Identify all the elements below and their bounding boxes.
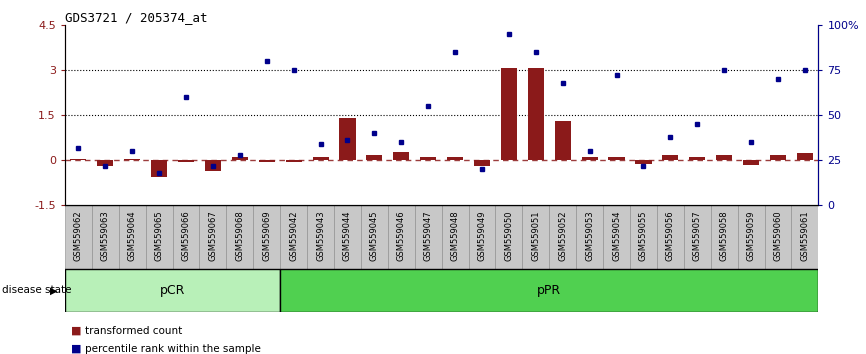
- Bar: [178, 160, 194, 162]
- Bar: [393, 152, 410, 160]
- Bar: [501, 68, 517, 160]
- Text: GSM559048: GSM559048: [450, 210, 460, 261]
- Text: GDS3721 / 205374_at: GDS3721 / 205374_at: [65, 11, 208, 24]
- Bar: [738, 205, 765, 269]
- Text: GSM559066: GSM559066: [182, 210, 191, 261]
- Text: transformed count: transformed count: [85, 326, 182, 336]
- Text: GSM559069: GSM559069: [262, 210, 271, 261]
- Text: GSM559063: GSM559063: [100, 210, 110, 261]
- Text: GSM559058: GSM559058: [720, 210, 728, 261]
- Bar: [145, 205, 172, 269]
- Bar: [797, 153, 813, 160]
- Bar: [522, 205, 549, 269]
- Bar: [711, 205, 738, 269]
- Bar: [313, 156, 328, 160]
- Text: GSM559051: GSM559051: [532, 210, 540, 261]
- Bar: [199, 205, 226, 269]
- Bar: [97, 160, 113, 166]
- Bar: [603, 205, 630, 269]
- Text: GSM559062: GSM559062: [74, 210, 83, 261]
- Text: disease state: disease state: [2, 285, 71, 295]
- Bar: [630, 205, 657, 269]
- Text: GSM559056: GSM559056: [666, 210, 675, 261]
- Text: GSM559045: GSM559045: [370, 210, 379, 261]
- Bar: [474, 160, 490, 166]
- Text: pPR: pPR: [537, 284, 561, 297]
- Text: GSM559053: GSM559053: [585, 210, 594, 261]
- Bar: [339, 118, 356, 160]
- Bar: [124, 159, 140, 160]
- Bar: [636, 160, 651, 164]
- Text: GSM559065: GSM559065: [155, 210, 164, 261]
- Text: percentile rank within the sample: percentile rank within the sample: [85, 344, 261, 354]
- Bar: [415, 205, 442, 269]
- Bar: [226, 205, 253, 269]
- Text: GSM559049: GSM559049: [477, 210, 487, 261]
- Bar: [259, 160, 275, 162]
- Bar: [65, 205, 92, 269]
- Bar: [792, 205, 818, 269]
- Bar: [286, 160, 301, 162]
- Text: ■: ■: [71, 344, 81, 354]
- Text: GSM559067: GSM559067: [209, 210, 217, 261]
- Text: GSM559046: GSM559046: [397, 210, 406, 261]
- Bar: [662, 155, 678, 160]
- Bar: [582, 156, 598, 160]
- Text: GSM559042: GSM559042: [289, 210, 298, 261]
- Text: GSM559052: GSM559052: [559, 210, 567, 261]
- Text: GSM559043: GSM559043: [316, 210, 325, 261]
- Text: GSM559054: GSM559054: [612, 210, 621, 261]
- Bar: [334, 205, 361, 269]
- Bar: [65, 269, 281, 312]
- Bar: [70, 159, 87, 160]
- Text: GSM559044: GSM559044: [343, 210, 352, 261]
- Bar: [770, 155, 786, 160]
- Text: GSM559068: GSM559068: [236, 210, 244, 261]
- Bar: [689, 156, 705, 160]
- Bar: [232, 156, 248, 160]
- Bar: [281, 205, 307, 269]
- Bar: [447, 156, 463, 160]
- Bar: [205, 160, 221, 171]
- Bar: [576, 205, 603, 269]
- Bar: [495, 205, 522, 269]
- Text: ■: ■: [71, 326, 81, 336]
- Bar: [657, 205, 684, 269]
- Text: GSM559059: GSM559059: [746, 210, 756, 261]
- Bar: [420, 157, 436, 160]
- Bar: [253, 205, 281, 269]
- Bar: [119, 205, 145, 269]
- Text: pCR: pCR: [160, 284, 185, 297]
- Bar: [307, 205, 334, 269]
- Bar: [281, 269, 818, 312]
- Text: GSM559055: GSM559055: [639, 210, 648, 261]
- Text: ▶: ▶: [50, 285, 58, 295]
- Bar: [442, 205, 469, 269]
- Bar: [549, 205, 576, 269]
- Bar: [765, 205, 792, 269]
- Bar: [716, 155, 733, 160]
- Bar: [743, 160, 759, 165]
- Text: GSM559047: GSM559047: [423, 210, 433, 261]
- Bar: [469, 205, 495, 269]
- Bar: [151, 160, 167, 177]
- Bar: [388, 205, 415, 269]
- Bar: [554, 121, 571, 160]
- Bar: [172, 205, 199, 269]
- Bar: [366, 155, 383, 160]
- Bar: [684, 205, 711, 269]
- Text: GSM559050: GSM559050: [504, 210, 514, 261]
- Text: GSM559061: GSM559061: [800, 210, 810, 261]
- Bar: [361, 205, 388, 269]
- Bar: [92, 205, 119, 269]
- Bar: [609, 156, 624, 160]
- Text: GSM559064: GSM559064: [127, 210, 137, 261]
- Text: GSM559060: GSM559060: [773, 210, 783, 261]
- Text: GSM559057: GSM559057: [693, 210, 701, 261]
- Bar: [527, 68, 544, 160]
